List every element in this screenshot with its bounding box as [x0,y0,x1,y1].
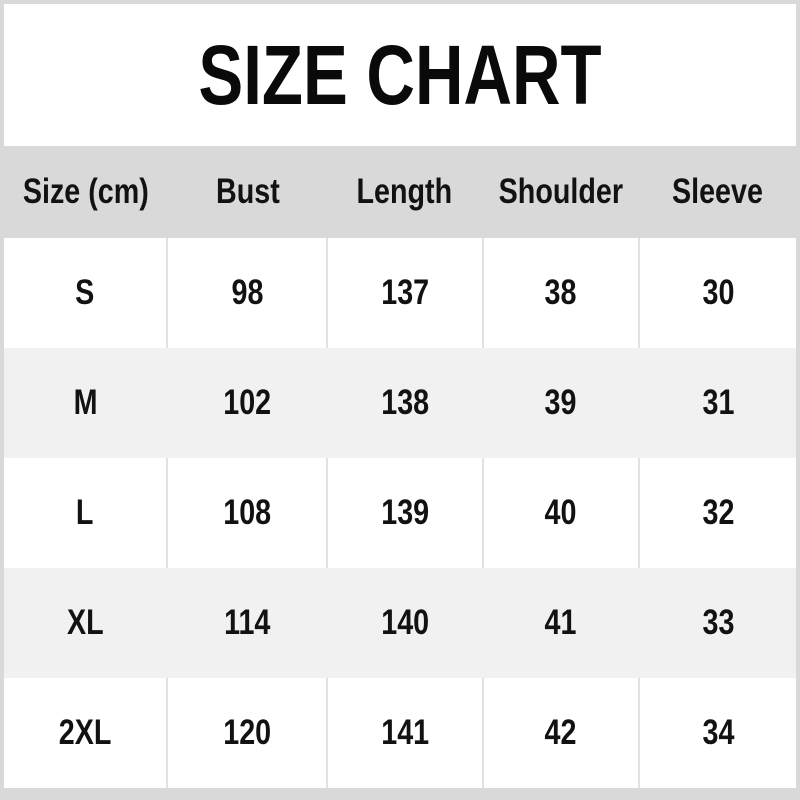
size-label-cell: XL [66,603,104,642]
column-header-size: Size (cm) [22,172,149,211]
size-label-cell: 2XL [58,713,112,752]
table-row-xl: XL 114 140 41 33 [4,568,796,678]
length-value-cell: 137 [325,238,482,348]
bust-value-cell: 120 [166,678,326,788]
shoulder-value-cell: 41 [544,603,577,642]
shoulder-value-cell: 38 [481,238,638,348]
column-header-bust: Bust [215,172,280,211]
table-row-2xl: 2XL 120 141 42 34 [4,678,796,788]
bust-value-cell: 108 [166,458,326,568]
sleeve-value-cell: 34 [638,678,796,788]
header-row: Size (cm) Bust Length Shoulder Sleeve [0,146,800,238]
title-section: SIZE CHART [4,4,796,146]
bust-value-cell: 98 [166,238,326,348]
length-value-cell: 139 [325,458,482,568]
column-header-shoulder: Shoulder [498,172,623,211]
sleeve-value-cell: 32 [638,458,796,568]
page-title: SIZE CHART [198,27,602,122]
size-label-cell: L [76,493,94,532]
length-value-cell: 140 [380,603,429,642]
size-table: Size (cm) Bust Length Shoulder Sleeve S … [0,146,800,788]
shoulder-value-cell: 42 [481,678,638,788]
length-value-cell: 138 [380,383,429,422]
sleeve-value-cell: 33 [702,603,734,642]
column-header-length: Length [356,172,453,211]
table-row-s: S 98 137 38 30 [4,238,796,348]
size-label-cell: M [73,383,98,422]
sleeve-value-cell: 30 [638,238,796,348]
length-value-cell: 141 [325,678,482,788]
bust-value-cell: 114 [223,603,271,642]
sleeve-value-cell: 31 [702,383,734,422]
shoulder-value-cell: 39 [544,383,577,422]
shoulder-value-cell: 40 [481,458,638,568]
bust-value-cell: 102 [223,383,272,422]
size-label-cell: S [75,273,95,312]
column-header-sleeve: Sleeve [671,172,763,211]
table-row-l: L 108 139 40 32 [4,458,796,568]
table-row-m: M 102 138 39 31 [4,348,796,458]
